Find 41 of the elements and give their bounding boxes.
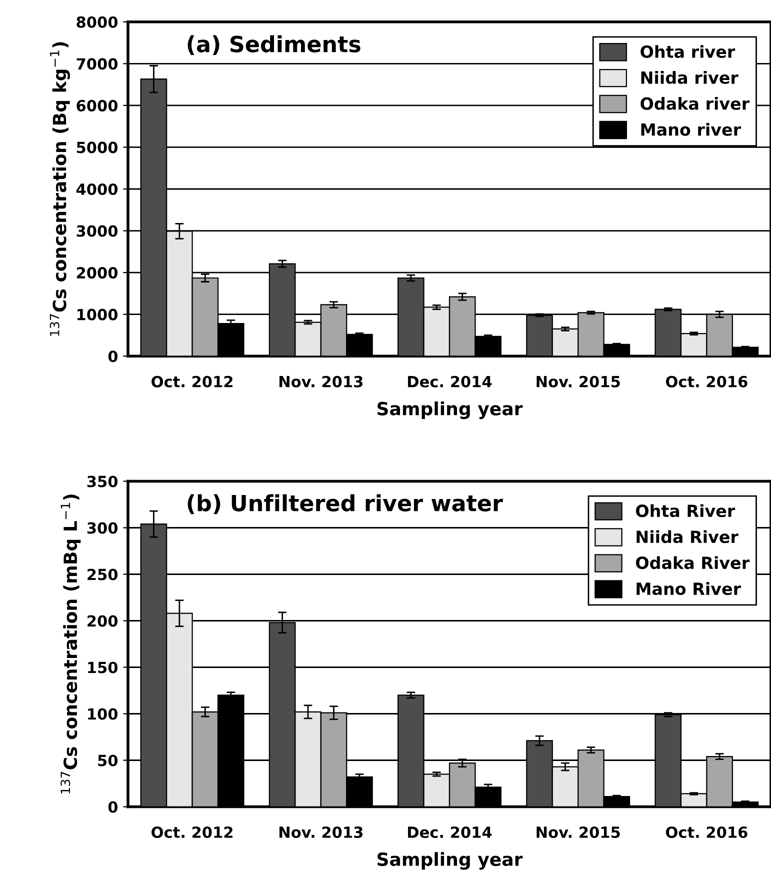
y-tick-label: 3000 — [76, 225, 118, 237]
y-tick-label: 0 — [108, 350, 118, 362]
x-tick-label: Oct. 2012 — [152, 376, 232, 388]
text: (a) Sediments — [188, 35, 360, 56]
y-tick-label: 4000 — [76, 183, 118, 196]
y-tick-label: 300 — [87, 522, 118, 534]
x-axis-title: Sampling year — [378, 852, 523, 870]
y-tick-label: 0 — [108, 801, 118, 813]
y-tick-label: 200 — [88, 615, 118, 627]
x-tick-label: Oct. 2012 — [152, 826, 232, 838]
x-axis-title: Sampling year — [378, 401, 523, 420]
y-tick-label: 350 — [87, 476, 118, 488]
y-tick-label: 8000 — [76, 16, 118, 28]
x-tick-label: Dec. 2014 — [408, 376, 492, 388]
legend-label: Odaka River — [636, 556, 750, 570]
y-tick-label: 6000 — [76, 100, 118, 112]
x-tick-label: Dec. 2014 — [408, 826, 492, 838]
x-tick-label: Nov. 2015 — [536, 826, 620, 838]
y-axis-title: $^{137}$Cs concentration (Bq kg$^{−1}$) — [50, 42, 70, 336]
y-tick-label: 150 — [88, 662, 118, 674]
text: (b) Unfiltered river water — [188, 494, 503, 514]
y-tick-label: 50 — [98, 754, 118, 766]
x-tick-label: Oct. 2016 — [666, 826, 748, 838]
y-tick-label: 5000 — [76, 142, 118, 154]
x-tick-label: Nov. 2013 — [279, 376, 362, 388]
x-tick-label: Oct. 2016 — [666, 376, 748, 388]
x-tick-label: Nov. 2015 — [536, 376, 620, 388]
legend-label: Ohta River — [636, 504, 736, 518]
y-tick-label: 250 — [88, 568, 118, 580]
legend-label: Ohta river — [640, 45, 736, 58]
y-tick-label: 100 — [88, 708, 118, 720]
legend-label: Niida river — [641, 71, 738, 84]
y-axis-title: $^{137}$Cs concentration (mBq L$^{−1}$) — [60, 494, 81, 794]
y-tick-label: 2000 — [76, 267, 118, 279]
legend-label: Mano River — [636, 582, 741, 596]
y-tick-label: 1000 — [77, 308, 118, 320]
legend-label: Mano river — [641, 122, 741, 136]
legend-label: Niida River — [636, 530, 738, 544]
x-tick-label: Nov. 2013 — [279, 826, 362, 838]
legend-label: Odaka river — [640, 96, 750, 110]
y-tick-label: 7000 — [76, 58, 118, 70]
